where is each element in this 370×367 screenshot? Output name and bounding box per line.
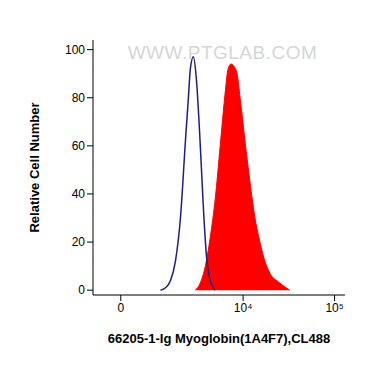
svg-text:66205-1-Ig Myoglobin(1A4F7),CL: 66205-1-Ig Myoglobin(1A4F7),CL488 [108, 331, 331, 346]
svg-text:10⁴: 10⁴ [234, 301, 253, 315]
svg-text:80: 80 [72, 91, 86, 105]
svg-text:20: 20 [72, 235, 86, 249]
svg-text:0: 0 [78, 283, 85, 297]
svg-text:60: 60 [72, 139, 86, 153]
html-text:WWW.PTGLAB.COM: WWW.PTGLAB.COM [127, 42, 318, 63]
svg-text:Relative Cell Number: Relative Cell Number [27, 102, 42, 232]
svg-text:40: 40 [72, 187, 86, 201]
svg-text:0: 0 [117, 301, 124, 315]
svg-text:100: 100 [65, 43, 85, 57]
svg-text:10⁵: 10⁵ [325, 301, 343, 315]
